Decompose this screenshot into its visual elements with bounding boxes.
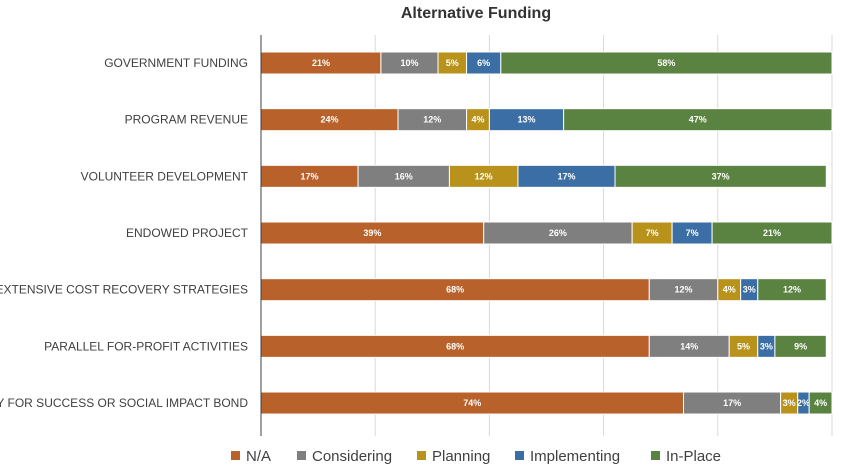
legend-label: N/A [246,448,271,465]
category-label: PARALLEL FOR-PROFIT ACTIVITIES [44,339,248,353]
data-label: 17% [557,171,575,181]
bar-segment [757,278,827,302]
data-label: 47% [689,115,707,125]
bar-segment [500,51,833,75]
category-label: PAY FOR SUCCESS OR SOCIAL IMPACT BOND [0,396,248,410]
data-label: 12% [423,115,441,125]
data-label: 37% [712,171,730,181]
data-label: 4% [471,115,484,125]
data-label: 21% [312,58,330,68]
legend: N/A Considering Planning Implementing In-Pla… [231,448,721,465]
legend-label: Implementing [530,448,620,465]
data-label: 4% [723,285,736,295]
data-label: 17% [301,171,319,181]
data-label: 24% [321,115,339,125]
data-label: 2% [797,398,810,408]
data-label: 7% [686,228,699,238]
bar-segment [774,334,827,358]
legend-swatch [651,451,660,460]
category-label: VOLUNTEER DEVELOPMENT [81,169,249,183]
bar-segment [614,164,827,188]
data-label: 10% [400,58,418,68]
data-label: 3% [783,398,796,408]
data-label: 13% [518,115,536,125]
legend-swatch [417,451,426,460]
legend-label: In-Place [666,448,721,465]
chart-title: Alternative Funding [401,5,551,22]
category-label: PROGRAM REVENUE [125,113,248,127]
category-labels: GOVERNMENT FUNDING PROGRAM REVENUE VOLUNTE… [0,56,249,410]
data-label: 26% [549,228,567,238]
data-label: 58% [657,58,675,68]
data-label: 16% [395,171,413,181]
data-label: 6% [477,58,490,68]
data-label: 14% [680,341,698,351]
data-label: 5% [446,58,459,68]
data-label: 68% [446,341,464,351]
bar-segment [563,108,833,132]
category-label: GOVERNMENT FUNDING [104,56,248,70]
legend-swatch [231,451,240,460]
bars: 21% 10% 5% 6% 58% 24% 12% 4% 13% 47% 17% 16% 12% 17% 3… [260,51,833,415]
data-label: 7% [646,228,659,238]
data-label: 39% [363,228,381,238]
data-label: 3% [760,341,773,351]
legend-label: Considering [312,448,392,465]
data-label: 9% [794,341,807,351]
legend-label: Planning [432,448,490,465]
data-label: 12% [783,285,801,295]
data-label: 3% [743,285,756,295]
bar-segment [711,221,833,245]
data-label: 5% [737,341,750,351]
data-label: 17% [723,398,741,408]
data-label: 74% [463,398,481,408]
data-label: 12% [475,171,493,181]
legend-swatch [515,451,524,460]
legend-swatch [297,451,306,460]
data-label: 12% [675,285,693,295]
data-label: 4% [814,398,827,408]
category-label: EXTENSIVE COST RECOVERY STRATEGIES [0,283,248,297]
category-label: ENDOWED PROJECT [126,226,249,240]
data-label: 68% [446,285,464,295]
data-label: 21% [763,228,781,238]
bar-segment [808,391,833,415]
